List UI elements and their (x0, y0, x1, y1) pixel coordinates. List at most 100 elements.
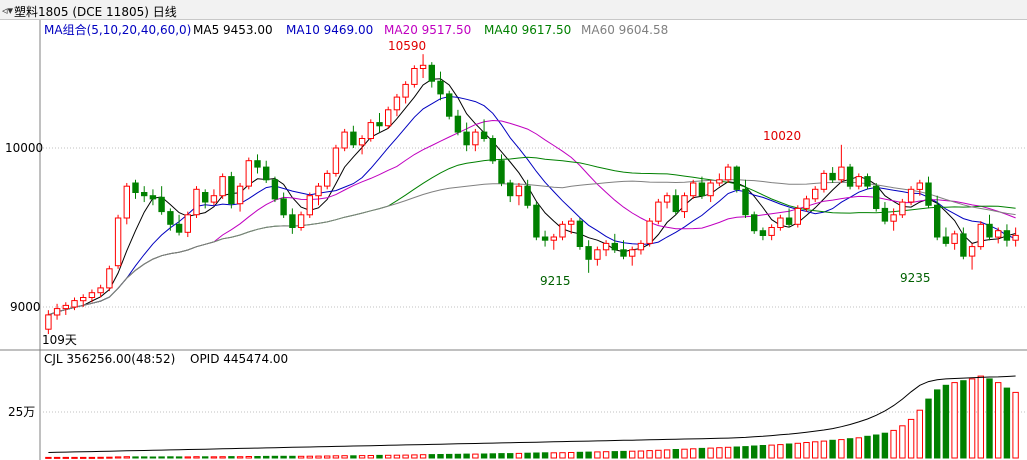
volume-bar (454, 453, 462, 459)
volume-bar (942, 384, 950, 459)
volume-bar (1012, 391, 1019, 459)
volume-bar (297, 455, 305, 459)
candle-body (968, 246, 976, 257)
volume-bar (480, 453, 488, 459)
volume-bar (393, 454, 401, 459)
opid-line (48, 375, 1016, 453)
ma10-line (48, 95, 1016, 316)
candle-body (820, 172, 828, 190)
candle-body (576, 220, 584, 248)
volume-bar (175, 456, 183, 459)
ma-legend-ma10: MA10 9469.00 (286, 23, 373, 37)
volume-bar (263, 455, 270, 459)
candle-body (263, 166, 270, 181)
volume-bar (80, 456, 87, 459)
candle-body (533, 204, 540, 238)
bottom-days-label: 109天 (42, 333, 77, 347)
candle (524, 179, 531, 209)
candle-body (106, 268, 113, 289)
candle (890, 208, 897, 231)
candle-body (629, 249, 636, 257)
candle-body (297, 214, 305, 229)
candle (437, 71, 444, 101)
volume-bar (419, 454, 427, 459)
volume-bar (411, 454, 418, 459)
candle-body (846, 166, 854, 187)
candle-body (733, 166, 740, 190)
candle (315, 182, 322, 206)
candle-body (367, 122, 375, 139)
candle-body (167, 211, 174, 225)
volume-bar (960, 380, 967, 459)
candle (881, 202, 889, 225)
candle (559, 221, 566, 241)
vol-legend-opid: OPID 445474.00 (190, 352, 288, 366)
candle (489, 135, 497, 164)
volume-bar (637, 450, 645, 459)
candle-body (80, 297, 87, 302)
candle (193, 186, 200, 218)
candle-body (611, 242, 618, 251)
candle (411, 65, 418, 88)
candle-body (663, 195, 671, 203)
candle-body (585, 246, 592, 260)
candle (167, 208, 174, 231)
candle-body (794, 207, 801, 225)
candle-body (393, 96, 401, 111)
dropdown-arrow-icon[interactable]: ◃▾ (2, 4, 14, 17)
volume-bar (934, 389, 941, 459)
volume-bar (149, 456, 157, 459)
volume-bar (341, 455, 348, 459)
candle (663, 192, 671, 209)
volume-bar (106, 456, 113, 459)
candle (733, 165, 740, 193)
candle (88, 289, 96, 303)
volume-bar (245, 456, 253, 459)
volume-bar (184, 456, 192, 459)
candle-body (951, 233, 958, 244)
volume-bar (681, 448, 688, 459)
candle-body (306, 195, 314, 216)
volume-bar (707, 447, 714, 459)
candle (829, 167, 836, 183)
candle-body (71, 300, 78, 308)
candle (324, 170, 331, 190)
candle-body (158, 196, 165, 213)
candle-body (541, 236, 549, 241)
volume-bar (742, 446, 749, 459)
candle (446, 90, 453, 120)
window-titlebar: ◃▾ 塑料1805 (DCE 11805) 日线 (0, 0, 1027, 20)
candle (690, 179, 697, 199)
volume-bar (324, 455, 331, 459)
candle-body (881, 207, 889, 222)
volume-bar (114, 456, 122, 459)
volume-bar (899, 425, 906, 459)
candle (402, 81, 409, 104)
candle (62, 302, 69, 315)
volume-bar (280, 455, 287, 459)
volume-bar (350, 455, 357, 459)
candle-body (803, 198, 810, 209)
volume-bar (367, 455, 375, 459)
volume-bar (210, 456, 218, 459)
candle (245, 157, 253, 190)
volume-bars (45, 375, 1019, 459)
chart-background (0, 20, 1027, 460)
candle-body (193, 188, 200, 216)
candle (916, 179, 923, 196)
candle (498, 154, 505, 187)
candle-body (149, 195, 157, 200)
candle (707, 179, 714, 203)
volume-bar (585, 451, 592, 459)
candle (254, 154, 261, 174)
volume-bar (533, 452, 540, 459)
candle-body (524, 185, 531, 206)
candle (942, 227, 950, 247)
candle-body (1003, 230, 1011, 241)
volume-legend: CJL 356256.00(48:52) OPID 445474.00 (44, 352, 288, 366)
candle-body (681, 195, 688, 213)
candle (785, 208, 793, 228)
candle (454, 109, 462, 136)
candle (463, 122, 470, 152)
